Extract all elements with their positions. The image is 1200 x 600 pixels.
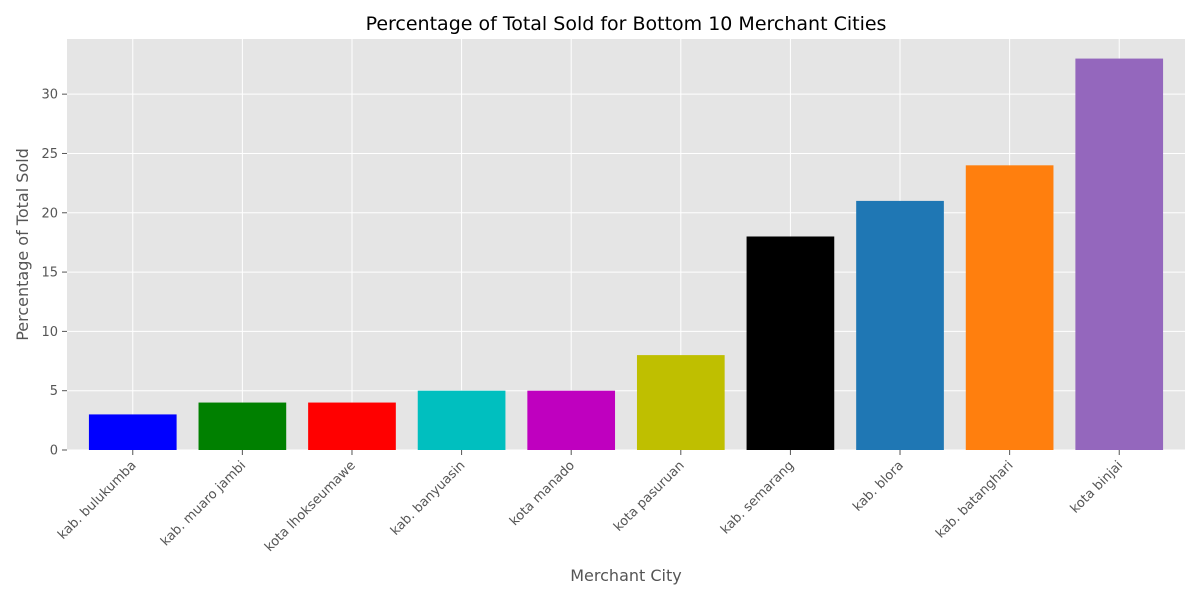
x-tick-label: kab. blora <box>850 458 907 515</box>
y-tick-label: 15 <box>41 266 58 281</box>
y-tick-label: 5 <box>50 384 58 399</box>
y-tick-label: 10 <box>41 325 58 340</box>
x-tick-label: kab. semarang <box>718 458 797 537</box>
x-tick-label: kab. banyuasin <box>388 458 468 538</box>
y-tick-label: 30 <box>41 88 58 103</box>
bar <box>88 414 177 450</box>
bar <box>417 390 506 450</box>
bar <box>198 402 287 450</box>
bar <box>636 355 725 450</box>
x-tick-label: kota manado <box>507 458 578 529</box>
bar <box>1075 58 1164 450</box>
y-axis-label: Percentage of Total Sold <box>13 148 32 341</box>
bar <box>856 200 944 450</box>
x-tick-label: kota lhokseumawe <box>262 458 359 555</box>
x-tick-label: kota pasuruan <box>611 458 688 535</box>
x-tick-label: kab. muaro jambi <box>158 458 249 549</box>
x-axis-label: Merchant City <box>570 566 681 585</box>
chart-title: Percentage of Total Sold for Bottom 10 M… <box>366 13 887 35</box>
bars <box>88 58 1164 450</box>
bar <box>965 165 1054 450</box>
y-tick-label: 0 <box>50 444 58 459</box>
bar <box>746 236 835 450</box>
bar <box>527 390 616 450</box>
bar <box>308 402 396 450</box>
y-tick-label: 20 <box>41 206 58 221</box>
x-tick-label: kab. batanghari <box>933 458 1016 541</box>
x-tick-label: kab. bulukumba <box>55 458 139 542</box>
x-tick-label: kota binjai <box>1068 458 1126 516</box>
y-tick-label: 25 <box>41 147 58 162</box>
